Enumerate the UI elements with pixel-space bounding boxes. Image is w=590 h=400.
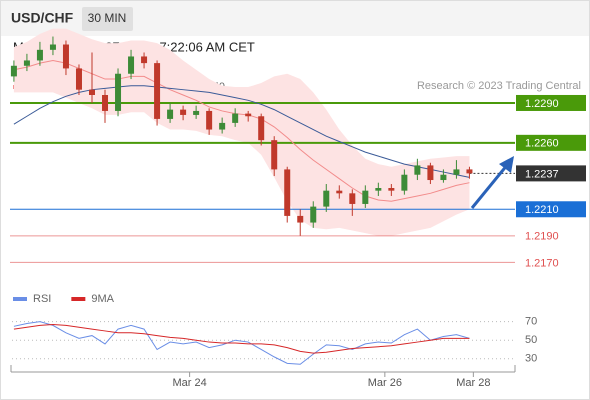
level-label: 1.2237 — [525, 168, 559, 180]
candle-body — [206, 110, 213, 130]
x-tick-label: Mar 26 — [368, 377, 402, 389]
interval-label[interactable]: 30 MIN — [88, 11, 127, 25]
candle-body — [49, 44, 56, 50]
forecast-arrow — [470, 163, 510, 209]
candle-body — [167, 109, 174, 119]
candle-body — [336, 190, 343, 194]
level-label: 1.2190 — [525, 231, 559, 243]
candle-body — [10, 65, 17, 77]
candle-body — [310, 206, 317, 223]
candle-body — [414, 165, 421, 175]
price-chart: MA 20 + Bollinger BandsMA 501.22901.2260… — [10, 28, 586, 269]
level-label: 1.2210 — [525, 204, 559, 216]
candle-body — [349, 193, 356, 204]
candle-body — [466, 169, 473, 174]
level-box — [516, 134, 586, 151]
source: Research © 2023 Trading Central — [417, 80, 581, 92]
candle-body — [388, 188, 395, 191]
candle-body — [427, 165, 434, 181]
level-label: 1.2260 — [525, 138, 559, 150]
indicator-line — [13, 321, 470, 365]
candle-body — [245, 113, 252, 117]
candle-body — [193, 110, 200, 115]
x-tick-label: Mar 24 — [172, 377, 206, 389]
y-tick-label: 30 — [525, 353, 537, 365]
candle-body — [440, 174, 447, 181]
x-tick-label: Mar 28 — [456, 377, 490, 389]
candle-body — [323, 190, 330, 207]
level-label: 1.2170 — [525, 257, 559, 269]
candle-body — [362, 190, 369, 204]
indicator-line — [13, 323, 470, 354]
candle-body — [258, 116, 265, 141]
y-tick-label: 70 — [525, 316, 537, 328]
candle-body — [375, 188, 382, 191]
candle-body — [232, 113, 239, 123]
candle-body — [88, 89, 95, 95]
candle-body — [297, 215, 304, 223]
symbol: USD/CHF — [11, 10, 74, 26]
rsi-chart: RSI 9MA 30 50 70 Mar 24 Mar 26 Mar 28 — [12, 293, 537, 389]
ma-line — [13, 59, 470, 202]
candle-body — [401, 174, 408, 191]
candle-body — [154, 63, 161, 119]
legend-swatch — [71, 297, 86, 301]
legend-label: RSI — [33, 293, 51, 305]
candle-body — [141, 56, 148, 64]
candle-body — [453, 169, 460, 175]
candle-body — [23, 60, 30, 66]
legend-label: 9MA — [91, 293, 114, 305]
arrow-head — [499, 156, 514, 173]
candle-body — [75, 68, 82, 90]
candle-body — [62, 44, 69, 69]
candle-body — [180, 109, 187, 115]
level-box — [516, 165, 586, 182]
level-box — [516, 201, 586, 218]
bollinger-band — [13, 28, 470, 236]
candle-body — [284, 169, 291, 216]
legend-swatch — [13, 297, 27, 301]
candle-body — [219, 122, 226, 130]
candle-body — [271, 140, 278, 170]
candle-body — [115, 73, 122, 111]
level-box — [516, 94, 586, 111]
y-tick-label: 50 — [525, 334, 537, 346]
candle-body — [128, 56, 135, 74]
level-label: 1.2290 — [525, 98, 559, 110]
interval-button[interactable] — [82, 7, 133, 31]
candle-body — [36, 49, 43, 61]
candle-body — [102, 95, 109, 111]
